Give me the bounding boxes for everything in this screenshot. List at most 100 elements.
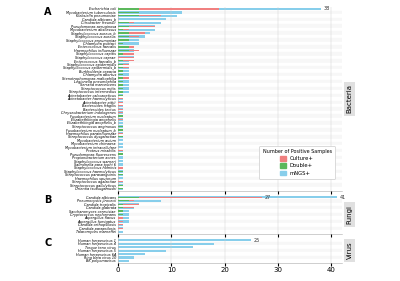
Bar (118, 224, 123, 226)
Bar (118, 45, 342, 49)
Bar (118, 220, 342, 223)
Bar (118, 180, 342, 183)
Bar (118, 207, 134, 208)
Bar (118, 146, 342, 149)
Bar (118, 157, 123, 159)
Bar (118, 52, 342, 56)
Bar (118, 15, 177, 17)
Bar (118, 22, 129, 23)
Bar (118, 256, 134, 259)
Bar (118, 42, 342, 45)
Bar (118, 250, 166, 252)
Bar (118, 67, 123, 68)
Bar (118, 74, 123, 75)
Bar (118, 8, 139, 10)
Bar (118, 81, 123, 82)
Bar (118, 39, 129, 41)
Bar (118, 126, 123, 127)
Bar (118, 33, 129, 34)
Bar (118, 70, 129, 72)
Bar (118, 132, 342, 135)
Bar (118, 203, 342, 206)
Bar (118, 196, 337, 198)
Bar (118, 167, 123, 169)
Bar (118, 71, 123, 72)
Bar (118, 97, 342, 101)
Bar (118, 95, 123, 96)
Legend: Culture+, Double+, mNGS+: Culture+, Double+, mNGS+ (260, 146, 335, 179)
Bar (118, 77, 123, 79)
Bar (118, 80, 342, 83)
Bar (118, 101, 123, 103)
Bar (118, 163, 123, 166)
Bar (118, 105, 123, 107)
Bar (118, 36, 129, 37)
Bar (118, 46, 134, 48)
Bar (118, 176, 342, 180)
Bar (118, 133, 123, 134)
Bar (118, 77, 129, 79)
Bar (118, 139, 123, 141)
Bar (118, 66, 342, 69)
Bar (118, 256, 342, 259)
Bar (118, 160, 123, 162)
Bar (118, 221, 123, 222)
Bar (118, 80, 129, 83)
Bar (118, 29, 155, 31)
Bar (118, 60, 123, 62)
Bar (118, 184, 123, 186)
Bar (118, 31, 342, 35)
Bar (118, 71, 123, 72)
Bar (118, 239, 251, 241)
Bar (118, 35, 342, 38)
Bar (118, 156, 342, 159)
Bar (118, 53, 123, 55)
Bar (118, 217, 129, 219)
Bar (118, 42, 139, 45)
Bar (118, 213, 129, 216)
Bar (118, 53, 134, 55)
Bar (118, 84, 123, 86)
Bar (118, 22, 134, 23)
Bar (118, 197, 262, 198)
Bar (118, 217, 123, 219)
Bar (118, 129, 123, 131)
Bar (118, 83, 342, 87)
Bar (118, 167, 123, 169)
Bar (118, 12, 139, 13)
Bar (118, 203, 139, 205)
Bar (118, 207, 134, 209)
Bar (118, 231, 123, 233)
Bar (118, 122, 123, 124)
Text: 41: 41 (339, 195, 346, 200)
Bar (118, 177, 123, 179)
Bar (118, 107, 342, 111)
Bar (118, 24, 342, 28)
Bar (118, 108, 123, 110)
Bar (118, 60, 129, 62)
Bar (118, 196, 342, 199)
Bar (118, 64, 129, 65)
Bar (118, 84, 123, 86)
Bar (118, 8, 219, 10)
Bar (118, 28, 342, 31)
Bar (118, 69, 342, 73)
Bar (118, 56, 342, 59)
Bar (118, 87, 342, 90)
Bar (118, 153, 123, 155)
Bar (118, 12, 139, 13)
Bar (118, 98, 123, 99)
Bar (118, 159, 342, 163)
Bar (118, 50, 139, 51)
Bar (118, 174, 123, 176)
Bar (118, 230, 342, 234)
Bar (118, 227, 123, 229)
Text: Virus: Virus (346, 242, 352, 259)
Bar (118, 136, 123, 137)
Bar (118, 252, 342, 256)
Bar (118, 210, 129, 212)
Bar (118, 38, 342, 42)
Bar (118, 29, 129, 30)
Bar (118, 43, 123, 44)
Bar (118, 242, 342, 246)
